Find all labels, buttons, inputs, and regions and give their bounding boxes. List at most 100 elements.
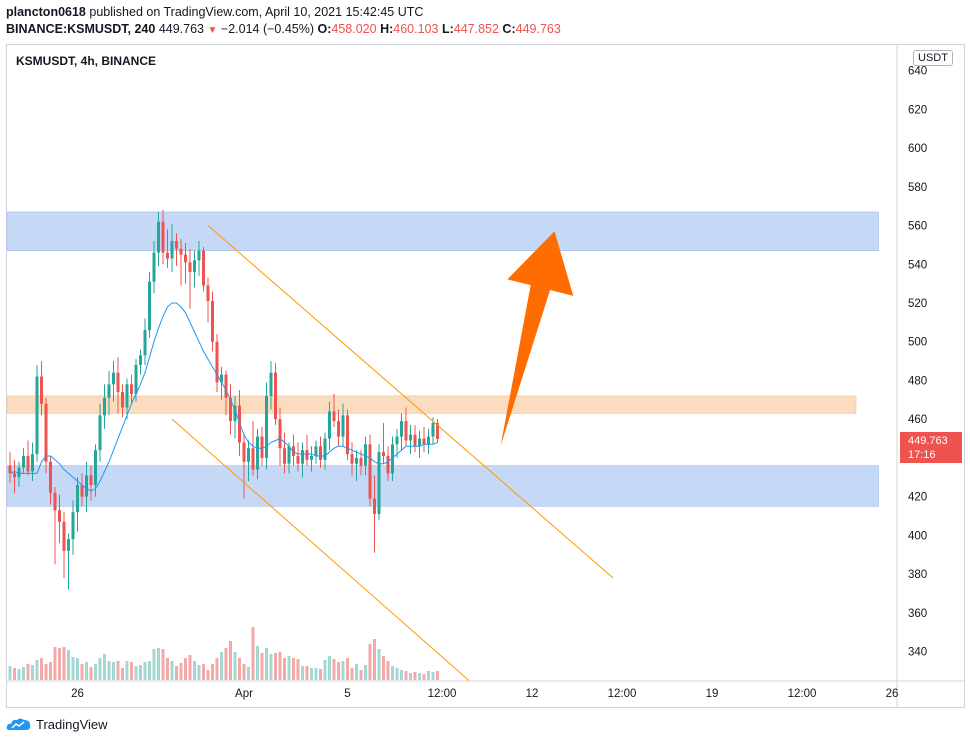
volume-bar <box>89 667 93 680</box>
price-tick-label: 380 <box>908 569 927 581</box>
candle-body <box>121 392 124 408</box>
author-name[interactable]: plancton0618 <box>6 5 86 19</box>
candle <box>184 242 187 284</box>
candle <box>355 450 358 482</box>
volume-bar <box>301 666 304 680</box>
volume-bar <box>161 649 165 680</box>
time-tick-label: Apr <box>235 688 253 700</box>
volume-bar <box>328 656 331 680</box>
candle-body <box>143 330 147 356</box>
candle <box>107 370 111 416</box>
volume-bar <box>274 653 277 680</box>
candle-body <box>152 252 156 282</box>
volume-bar <box>350 668 354 680</box>
price-tick-label: 560 <box>908 221 927 233</box>
candle <box>409 424 412 455</box>
candle-body <box>220 374 223 383</box>
candle-body <box>427 436 430 445</box>
volume-bar <box>125 661 129 680</box>
candle-body <box>404 421 408 441</box>
volume-bar <box>409 673 412 680</box>
volume-bar <box>94 664 97 680</box>
candle-body <box>265 395 268 458</box>
candle-body <box>409 434 412 441</box>
orange-zone-1 <box>6 395 857 414</box>
volume-bar <box>373 639 376 680</box>
candle-body <box>251 448 255 470</box>
candle-body <box>107 384 111 398</box>
candle-body <box>103 397 106 416</box>
candle <box>296 442 300 472</box>
time-tick-label: 12:00 <box>788 688 817 700</box>
candle-body <box>22 455 25 468</box>
volume-bar <box>179 663 183 680</box>
volume-bar <box>323 660 327 680</box>
candle-body <box>206 285 210 302</box>
time-tick-label: 26 <box>71 688 84 700</box>
candle <box>89 465 93 501</box>
volume-bar <box>112 662 115 680</box>
high-value: 460.103 <box>393 22 439 36</box>
time-tick-label: 12 <box>526 688 539 700</box>
candle <box>233 395 237 439</box>
candle-body <box>49 461 52 493</box>
chart-frame[interactable] <box>6 44 965 708</box>
candle <box>58 494 61 544</box>
price-tick-label: 460 <box>908 414 927 426</box>
low-value: 447.852 <box>453 22 499 36</box>
volume-bar <box>422 674 426 680</box>
candle-body <box>314 446 318 456</box>
candle <box>85 461 88 513</box>
candle-body <box>31 454 34 472</box>
volume-bar <box>359 670 363 680</box>
open-label: O: <box>317 22 332 36</box>
candle-body <box>422 438 426 445</box>
candle-body <box>179 248 183 255</box>
candle <box>310 446 313 472</box>
volume-bar <box>13 668 16 680</box>
candle-body <box>436 423 439 439</box>
zones-layer <box>6 211 879 507</box>
candle-body <box>134 364 138 394</box>
volume-bar <box>166 658 169 680</box>
volume-bar <box>233 652 237 680</box>
candle-body <box>247 448 250 462</box>
price-tick-label: 640 <box>908 66 927 78</box>
volume-bar <box>400 670 403 680</box>
close-value: 449.763 <box>515 22 561 36</box>
candle-body <box>319 446 322 460</box>
channel-layer <box>171 225 614 681</box>
candle-body <box>346 415 349 455</box>
candle-body <box>260 436 264 458</box>
candle <box>251 421 255 476</box>
candle-body <box>418 438 421 447</box>
candle <box>301 442 304 478</box>
currency-button[interactable]: USDT <box>913 50 953 66</box>
candle <box>125 378 129 420</box>
candle-body <box>269 372 273 396</box>
candle <box>305 434 309 466</box>
time-tick-label: 12:00 <box>428 688 457 700</box>
candle <box>53 486 57 565</box>
volume-layer <box>8 627 439 680</box>
high-label: H: <box>380 22 394 36</box>
candle <box>143 318 147 365</box>
volume-bar <box>197 665 201 680</box>
candle-body <box>58 510 61 522</box>
candle-body <box>395 436 399 445</box>
candle <box>346 409 349 460</box>
candle-body <box>67 539 70 551</box>
volume-bar <box>220 652 223 680</box>
candle-body <box>166 252 169 259</box>
candle-body <box>80 485 84 497</box>
volume-bar <box>170 661 174 680</box>
volume-bar <box>283 658 286 680</box>
candle <box>368 434 372 507</box>
volume-bar <box>71 657 75 680</box>
price-tick-label: 500 <box>908 337 927 349</box>
volume-bar <box>202 664 205 680</box>
candle-body <box>44 403 48 462</box>
footer-brand[interactable]: TradingView <box>36 716 108 732</box>
candle <box>26 440 30 476</box>
